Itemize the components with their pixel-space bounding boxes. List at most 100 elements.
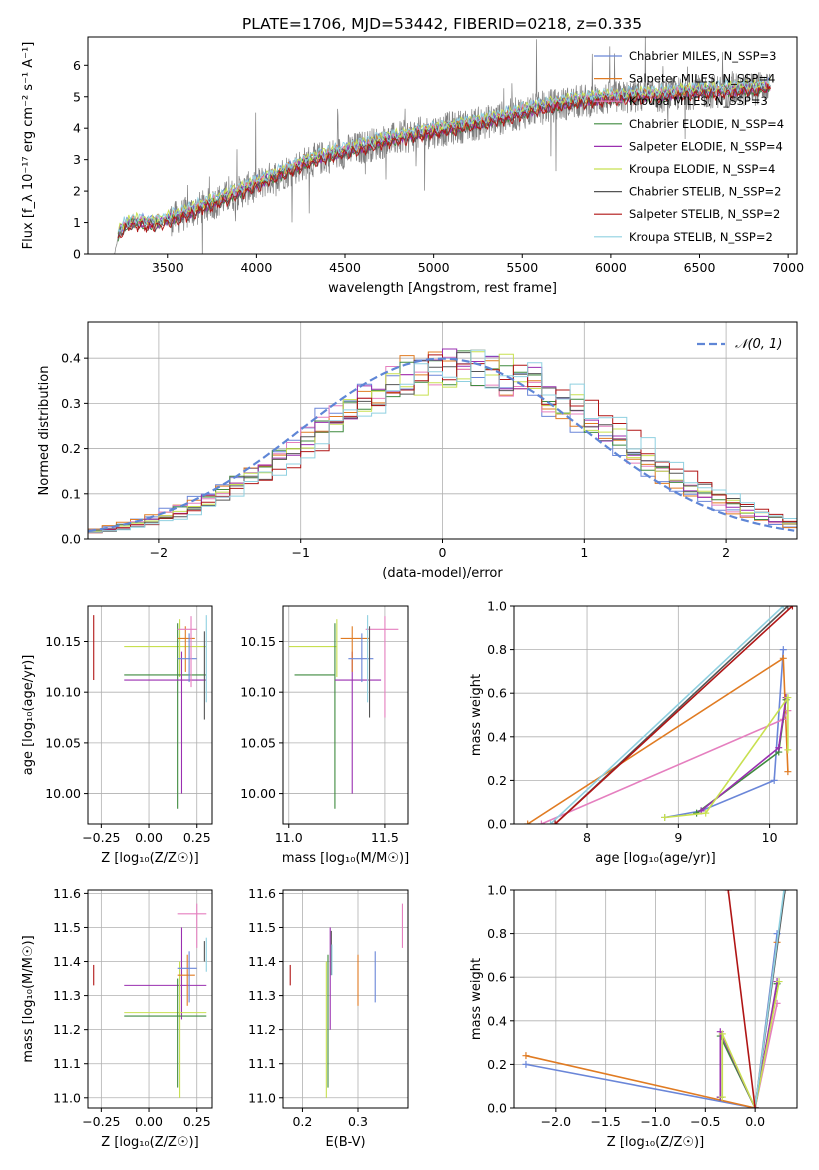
weight_vs_age-ytick-label: 0.2: [487, 773, 507, 788]
mass_vs_Z-frame: [87, 889, 213, 1109]
legend-entry: Salpeter MILES, N_SSP=4: [629, 72, 775, 86]
weight_vs_Z-xlabel: Z [log₁₀(Z/Z☉)]: [607, 1135, 704, 1150]
mass_vs_Z-xtick-label: 0.25: [183, 1114, 211, 1129]
residuals-ytick-label: 0.0: [61, 532, 81, 547]
mass_vs_Z-xlabel: Z [log₁₀(Z/Z☉)]: [101, 1135, 198, 1150]
residuals-xtick-label: 2: [722, 545, 730, 560]
legend-entry: Salpeter ELODIE, N_SSP=4: [629, 139, 783, 153]
weight-vs-Z-plot: −2.0 −1.5 −1.0 −0.5 0.0 0.0 0.2 0.4 0.6 0.8 1.0 Z […: [469, 883, 798, 1150]
weight-marker: [784, 768, 792, 776]
age_vs_mass-xtick-label: 11.0: [275, 830, 303, 845]
spectrum-frame: [87, 36, 798, 255]
weight_vs_Z-ytick-label: 0.0: [487, 1101, 507, 1116]
mass_vs_ebv-frame: [282, 889, 409, 1109]
mass_vs_ebv-ytick-label: 11.2: [248, 1022, 276, 1037]
weight_vs_age-ytick-label: 1.0: [487, 599, 507, 614]
mass_vs_Z-ytick-label: 11.1: [53, 1056, 81, 1071]
spectrum-xtick-label: 4500: [329, 260, 361, 275]
spectrum-ytick-label: 2: [73, 184, 81, 199]
weight-line: [754, 890, 785, 1108]
weight-marker: [779, 606, 787, 610]
weight_vs_Z-frame: [513, 889, 798, 1109]
weight-marker: [784, 694, 792, 702]
mass_vs_Z-ytick-label: 11.6: [53, 886, 81, 901]
weight-marker: [779, 646, 787, 654]
spectrum-ytick-label: 4: [73, 121, 81, 136]
weight_vs_Z-ytick-label: 0.2: [487, 1057, 507, 1072]
weight_vs_age-ytick-label: 0.8: [487, 642, 507, 657]
spectrum-model-line: [117, 83, 771, 239]
age-vs-mass-plot: 11.0 11.5 10.00 10.05 10.10 10.15 mass [log₁₀(…: [240, 605, 409, 866]
age_vs_Z-frame: [87, 605, 213, 825]
weight_vs_age-xtick-label: 9: [674, 830, 682, 845]
mass_vs_ebv-xlabel: E(B-V): [325, 1135, 365, 1150]
age_vs_mass-ytick-label: 10.00: [240, 786, 276, 801]
mass_vs_Z-points: [93, 903, 207, 1098]
mass_vs_ebv-xtick-label: 0.2: [292, 1114, 312, 1129]
weight-marker: [718, 1030, 726, 1038]
weight-line: [554, 606, 793, 824]
weight_vs_Z-lines: [522, 890, 789, 1108]
weight-marker: [751, 1104, 759, 1108]
mass_vs_Z-ytick-label: 11.2: [53, 1022, 81, 1037]
spectrum-xtick-label: 3500: [152, 260, 184, 275]
age_vs_mass-xlabel: mass [log₁₀(M/M☉)]: [282, 851, 409, 866]
age_vs_Z-ylabel: age [log₁₀(age/yr)]: [21, 655, 36, 776]
spectrum-ytick-label: 5: [73, 89, 81, 104]
spectrum-ytick-label: 0: [73, 247, 81, 262]
weight_vs_age-frame: [513, 605, 798, 825]
age_vs_mass-ytick-label: 10.15: [240, 634, 276, 649]
weight-line: [527, 656, 789, 824]
residuals-ytick-label: 0.2: [61, 441, 81, 456]
spectrum-model-line: [117, 77, 771, 233]
residuals-ytick-label: 0.3: [61, 396, 81, 411]
spectrum-plot: 3500 4000 4500 5000 5500 6000 6500 7000 0 1 2 3 4 5 6 w…: [21, 36, 804, 296]
mass_vs_ebv-ytick-label: 11.0: [248, 1090, 276, 1105]
age_vs_mass-frame: [282, 605, 409, 825]
figure-title: PLATE=1706, MJD=53442, FIBERID=0218, z=0…: [242, 15, 642, 33]
weight-marker: [781, 890, 789, 894]
spectrum-ytick-label: 1: [73, 215, 81, 230]
legend-entry: Kroupa MILES, N_SSP=3: [629, 94, 768, 108]
age-vs-Z-plot: −0.25 0.00 0.25 10.00 10.05 10.10 10.15 Z [log₁…: [21, 605, 213, 866]
mass_vs_ebv-points: [289, 903, 403, 1098]
weight-line: [525, 942, 778, 1108]
weight-marker: [551, 820, 559, 824]
weight-line: [664, 695, 789, 819]
weight_vs_Z-xtick-label: −1.0: [640, 1114, 670, 1129]
spectrum-xtick-label: 6000: [595, 260, 627, 275]
weight-marker: [724, 890, 732, 894]
mass_vs_ebv-ytick-label: 11.4: [248, 954, 276, 969]
weight-marker: [547, 820, 555, 824]
age_vs_mass-points: [288, 615, 399, 809]
age_vs_mass-xtick-label: 11.5: [371, 830, 399, 845]
weight-marker: [522, 1052, 530, 1060]
weight-marker: [780, 890, 788, 894]
residuals-xtick-label: 1: [580, 545, 588, 560]
spectrum-xtick-label: 5500: [506, 260, 538, 275]
weight_vs_Z-ytick-label: 0.4: [487, 1013, 507, 1028]
age_vs_Z-xtick-label: −0.25: [82, 830, 120, 845]
weight-marker: [524, 820, 532, 824]
legend-entry: Chabrier ELODIE, N_SSP=4: [629, 117, 784, 131]
weight_vs_age-xtick-label: 8: [583, 830, 591, 845]
weight-marker: [522, 1060, 530, 1068]
spectrum-ytick-label: 3: [73, 152, 81, 167]
residual-histogram-line: [88, 349, 797, 533]
spectrum-ytick-label: 6: [73, 58, 81, 73]
residuals-lines: [88, 348, 797, 534]
weight_vs_age-lines: [524, 606, 796, 824]
age_vs_Z-ytick-label: 10.15: [45, 634, 81, 649]
age_vs_Z-points: [93, 615, 207, 809]
weight_vs_age-xtick-label: 10: [762, 830, 778, 845]
mass_vs_ebv-ytick-label: 11.1: [248, 1056, 276, 1071]
age_vs_mass-ytick-label: 10.05: [240, 735, 276, 750]
weight-marker: [702, 809, 710, 817]
mass_vs_Z-xtick-label: 0.00: [135, 1114, 163, 1129]
residual-histogram-line: [88, 354, 797, 534]
weight_vs_age-ytick-label: 0.0: [487, 817, 507, 832]
residuals-plot: −2 −1 0 1 2 0.0 0.1 0.2 0.3 0.4 (data-model)/error…: [37, 321, 798, 581]
residuals-ytick-label: 0.4: [61, 351, 81, 366]
weight-line: [549, 606, 784, 824]
